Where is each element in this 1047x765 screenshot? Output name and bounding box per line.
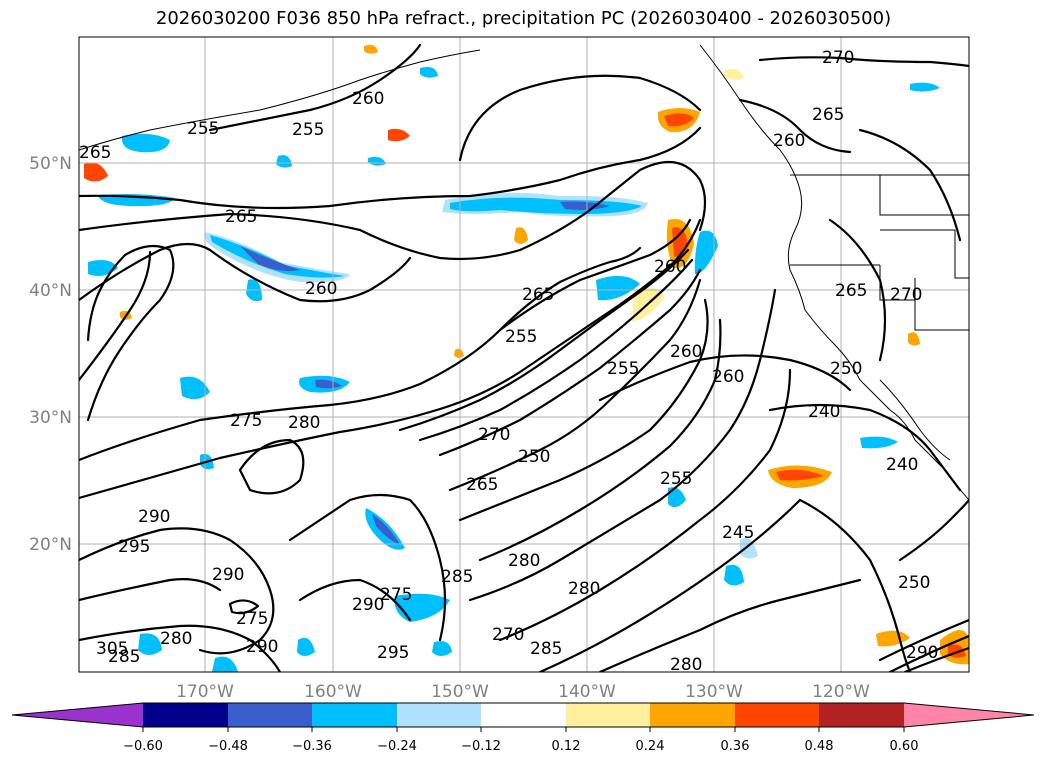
contour-label: 255 <box>292 120 324 140</box>
refractivity-contours <box>79 43 969 672</box>
colorbar-tick-label: −0.60 <box>123 739 163 754</box>
contour-label: 240 <box>886 455 918 475</box>
contour-label: 245 <box>722 523 754 543</box>
contour-label: 265 <box>225 207 257 227</box>
contour-label: 250 <box>898 573 930 593</box>
colorbar-segment <box>904 703 1034 727</box>
colorbar-tick-label: −0.24 <box>377 739 417 754</box>
colorbar-tick-label: 0.60 <box>890 739 919 754</box>
contour-label: 280 <box>568 579 600 599</box>
contour-label: 295 <box>118 537 150 557</box>
lat-label-20n: 20°N <box>29 535 72 555</box>
contour-label: 290 <box>212 565 244 585</box>
contour-label: 290 <box>352 595 384 615</box>
lon-label-140w: 140°W <box>558 682 616 702</box>
contour-label: 250 <box>830 359 862 379</box>
contour-label: 275 <box>236 609 268 629</box>
contour-label: 260 <box>654 257 686 277</box>
map-panel: 270 255 260 255 265 265 260 265 260 255 … <box>79 37 969 675</box>
contour-label: 265 <box>835 281 867 301</box>
lon-label-120w: 120°W <box>812 682 870 702</box>
contour-label: 290 <box>906 643 938 663</box>
colorbar-tick-label: −0.48 <box>208 739 248 754</box>
contour-label: 295 <box>377 643 409 663</box>
contour-label: 265 <box>812 105 844 125</box>
latitude-labels: 50°N 40°N 30°N 20°N <box>29 154 72 555</box>
contour-label: 285 <box>530 639 562 659</box>
colorbar-segment <box>481 703 566 727</box>
contour-label: 265 <box>466 475 498 495</box>
contour-label: 255 <box>607 359 639 379</box>
colorbar-segment <box>228 703 312 727</box>
colorbar-tick-label: 0.48 <box>805 739 834 754</box>
lon-label-160w: 160°W <box>304 682 362 702</box>
colorbar-tick-label: 0.12 <box>552 739 581 754</box>
longitude-labels: 170°W 160°W 150°W 140°W 130°W 120°W <box>176 682 870 702</box>
colorbar-segment <box>819 703 904 727</box>
lon-label-130w: 130°W <box>685 682 743 702</box>
contour-label: 280 <box>160 629 192 649</box>
contour-label: 250 <box>518 447 550 467</box>
lat-label-40n: 40°N <box>29 281 72 301</box>
lon-label-170w: 170°W <box>176 682 234 702</box>
map-background <box>79 37 969 672</box>
lat-label-30n: 30°N <box>29 408 72 428</box>
colorbar-segment <box>12 703 143 727</box>
contour-label: 305 <box>96 639 128 659</box>
contour-label: 280 <box>508 551 540 571</box>
contour-label: 290 <box>138 507 170 527</box>
contour-label: 270 <box>492 625 524 645</box>
contour-label: 270 <box>822 48 854 68</box>
contour-label: 265 <box>522 285 554 305</box>
colorbar-tick-label: −0.36 <box>292 739 332 754</box>
contour-label: 255 <box>660 469 692 489</box>
colorbar-segment <box>397 703 481 727</box>
contour-label: 270 <box>478 425 510 445</box>
contour-label: 280 <box>288 413 320 433</box>
contour-label: 275 <box>380 585 412 605</box>
contour-labels: 270 255 260 255 265 265 260 265 260 255 … <box>79 48 938 675</box>
contour-label: 260 <box>670 342 702 362</box>
colorbar-segment <box>312 703 397 727</box>
colorbar-tick-label: 0.36 <box>721 739 750 754</box>
colorbar-segment <box>735 703 819 727</box>
contour-label: 285 <box>108 647 140 667</box>
colorbar: −0.60 −0.48 −0.36 −0.24 −0.12 0.12 0.24 … <box>11 702 1035 754</box>
colorbar-segment <box>650 703 735 727</box>
contour-label: 270 <box>890 285 922 305</box>
contour-label: 260 <box>305 279 337 299</box>
lon-label-150w: 150°W <box>431 682 489 702</box>
colorbar-segment <box>143 703 228 727</box>
contour-label: 260 <box>352 89 384 109</box>
colorbar-tick-label: 0.24 <box>636 739 665 754</box>
contour-label: 275 <box>230 411 262 431</box>
coastlines <box>79 44 969 501</box>
lat-label-50n: 50°N <box>29 154 72 174</box>
contour-label: 260 <box>712 367 744 387</box>
contour-label: 260 <box>773 131 805 151</box>
contour-label: 240 <box>808 402 840 422</box>
colorbar-tick-label: −0.12 <box>461 739 501 754</box>
contour-label: 280 <box>670 655 702 675</box>
contour-label: 265 <box>79 143 111 163</box>
colorbar-ticks <box>142 727 905 732</box>
map-frame <box>78 36 970 673</box>
contour-label: 255 <box>187 119 219 139</box>
contour-label: 255 <box>505 327 537 347</box>
map-title: 2026030200 F036 850 hPa refract., precip… <box>155 8 892 29</box>
contour-label: 285 <box>441 567 473 587</box>
contour-label: 290 <box>246 637 278 657</box>
precip-positive-areas <box>84 44 969 665</box>
colorbar-segment <box>566 703 650 727</box>
